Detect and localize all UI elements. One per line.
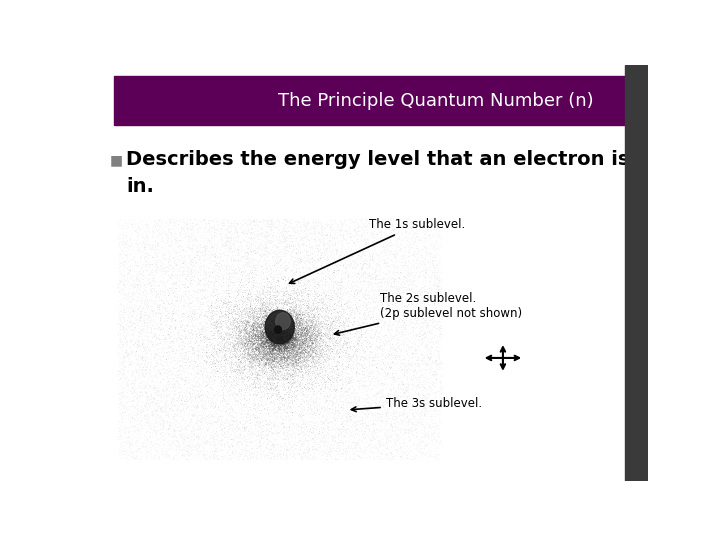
Text: The Principle Quantum Number (n): The Principle Quantum Number (n) xyxy=(278,92,594,110)
Bar xyxy=(114,76,629,125)
Text: in.: in. xyxy=(126,177,154,196)
Text: The 2s sublevel.
(2p sublevel not shown): The 2s sublevel. (2p sublevel not shown) xyxy=(335,292,522,335)
Text: The 1s sublevel.: The 1s sublevel. xyxy=(289,218,465,284)
Bar xyxy=(624,65,648,481)
Text: ■: ■ xyxy=(110,153,123,167)
Text: Describes the energy level that an electron is: Describes the energy level that an elect… xyxy=(126,150,630,169)
Text: The 3s sublevel.: The 3s sublevel. xyxy=(351,397,482,411)
